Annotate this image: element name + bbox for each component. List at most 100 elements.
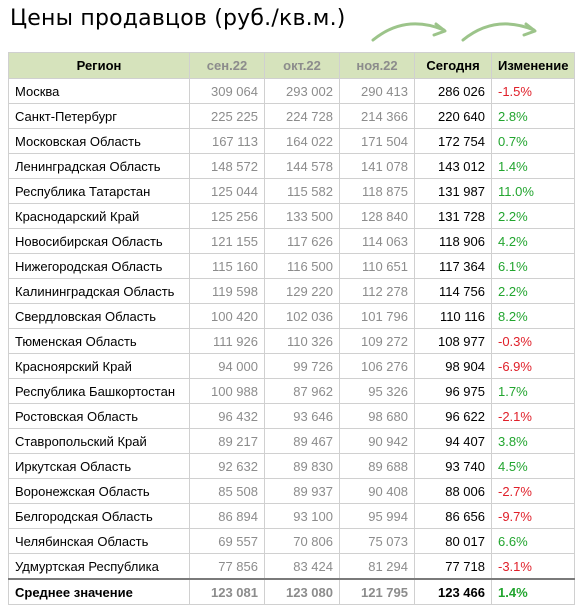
- change-cell: -2.7%: [490, 478, 576, 504]
- table-row: Воронежская Область 85 508 89 937 90 408 88 …: [8, 478, 576, 504]
- change-cell: -1.5%: [490, 78, 576, 104]
- past-price-cell: 121 795: [339, 578, 415, 605]
- past-price-cell: 114 063: [339, 228, 415, 254]
- today-price-cell: 110 116: [414, 303, 492, 329]
- past-price-cell: 290 413: [339, 78, 415, 104]
- table-row: Нижегородская Область 115 160 116 500 110 6…: [8, 253, 576, 279]
- change-cell: -3.1%: [490, 553, 576, 580]
- region-cell: Москва: [8, 78, 190, 104]
- past-price-cell: 96 432: [189, 403, 265, 429]
- past-price-cell: 75 073: [339, 528, 415, 554]
- past-price-cell: 293 002: [264, 78, 340, 104]
- arrow-decorations: [371, 22, 537, 42]
- table-row: Калининградская Область 119 598 129 220 112…: [8, 278, 576, 304]
- past-price-cell: 121 155: [189, 228, 265, 254]
- region-cell: Калининградская Область: [8, 278, 190, 304]
- change-cell: 6.1%: [490, 253, 576, 279]
- today-price-cell: 80 017: [414, 528, 492, 554]
- region-cell: Воронежская Область: [8, 478, 190, 504]
- change-cell: 2.2%: [490, 278, 576, 304]
- change-cell: 4.2%: [490, 228, 576, 254]
- table-row: Республика Башкортостан 100 988 87 962 95 3…: [8, 378, 576, 404]
- past-price-cell: 85 508: [189, 478, 265, 504]
- table-row: Москва 309 064 293 002 290 413 286 026 -1.5%: [8, 78, 576, 104]
- arrow-to-today-icon: [371, 22, 446, 42]
- past-price-cell: 125 044: [189, 178, 265, 204]
- past-price-cell: 133 500: [264, 203, 340, 229]
- today-price-cell: 220 640: [414, 103, 492, 129]
- region-cell: Санкт-Петербург: [8, 103, 190, 129]
- past-price-cell: 106 276: [339, 353, 415, 379]
- past-price-cell: 225 225: [189, 103, 265, 129]
- change-cell: 1.7%: [490, 378, 576, 404]
- past-price-cell: 89 937: [264, 478, 340, 504]
- change-cell: 1.4%: [490, 153, 576, 179]
- past-price-cell: 148 572: [189, 153, 265, 179]
- past-price-cell: 110 651: [339, 253, 415, 279]
- region-cell: Челябинская Область: [8, 528, 190, 554]
- change-cell: 11.0%: [490, 178, 576, 204]
- change-cell: 2.8%: [490, 103, 576, 129]
- past-price-cell: 90 942: [339, 428, 415, 454]
- past-price-cell: 129 220: [264, 278, 340, 304]
- region-cell: Ставропольский Край: [8, 428, 190, 454]
- region-cell: Иркутская Область: [8, 453, 190, 479]
- region-cell: Республика Татарстан: [8, 178, 190, 204]
- region-cell: Тюменская Область: [8, 328, 190, 354]
- past-price-cell: 214 366: [339, 103, 415, 129]
- column-header-oct: окт.22: [264, 52, 340, 79]
- change-cell: -9.7%: [490, 503, 576, 529]
- table-row: Челябинская Область 69 557 70 806 75 073 80 …: [8, 528, 576, 554]
- past-price-cell: 93 646: [264, 403, 340, 429]
- past-price-cell: 89 467: [264, 428, 340, 454]
- change-cell: 3.8%: [490, 428, 576, 454]
- today-price-cell: 131 728: [414, 203, 492, 229]
- today-price-cell: 98 904: [414, 353, 492, 379]
- today-price-cell: 118 906: [414, 228, 492, 254]
- past-price-cell: 89 688: [339, 453, 415, 479]
- table-row: Московская Область 167 113 164 022 171 504 1…: [8, 128, 576, 154]
- table-row: Республика Татарстан 125 044 115 582 118 87…: [8, 178, 576, 204]
- today-price-cell: 88 006: [414, 478, 492, 504]
- past-price-cell: 141 078: [339, 153, 415, 179]
- past-price-cell: 81 294: [339, 553, 415, 580]
- table-row: Краснодарский Край 125 256 133 500 128 840 1…: [8, 203, 576, 229]
- region-cell: Республика Башкортостан: [8, 378, 190, 404]
- column-header-today: Сегодня: [414, 52, 492, 79]
- past-price-cell: 87 962: [264, 378, 340, 404]
- page-title: Цены продавцов (руб./кв.м.): [10, 6, 346, 31]
- past-price-cell: 123 080: [264, 578, 340, 605]
- today-price-cell: 108 977: [414, 328, 492, 354]
- table-row: Белгородская Область 86 894 93 100 95 994 86…: [8, 503, 576, 529]
- past-price-cell: 95 994: [339, 503, 415, 529]
- region-cell: Среднее значение: [8, 578, 190, 605]
- past-price-cell: 94 000: [189, 353, 265, 379]
- table-row: Санкт-Петербург 225 225 224 728 214 366 220 …: [8, 103, 576, 129]
- past-price-cell: 89 217: [189, 428, 265, 454]
- table-header-row: Регион сен.22 окт.22 ноя.22 Сегодня Изменение: [8, 52, 576, 79]
- past-price-cell: 69 557: [189, 528, 265, 554]
- change-cell: 4.5%: [490, 453, 576, 479]
- past-price-cell: 224 728: [264, 103, 340, 129]
- past-price-cell: 119 598: [189, 278, 265, 304]
- column-header-region: Регион: [8, 52, 190, 79]
- change-cell: 8.2%: [490, 303, 576, 329]
- region-cell: Московская Область: [8, 128, 190, 154]
- arrow-to-change-head-icon: [522, 22, 537, 37]
- prices-table: Регион сен.22 окт.22 ноя.22 Сегодня Изменение…: [8, 52, 576, 605]
- past-price-cell: 118 875: [339, 178, 415, 204]
- past-price-cell: 144 578: [264, 153, 340, 179]
- region-cell: Ленинградская Область: [8, 153, 190, 179]
- region-cell: Ростовская Область: [8, 403, 190, 429]
- past-price-cell: 89 830: [264, 453, 340, 479]
- table-row: Ставропольский Край 89 217 89 467 90 942 94 …: [8, 428, 576, 454]
- change-cell: -0.3%: [490, 328, 576, 354]
- today-price-cell: 96 622: [414, 403, 492, 429]
- change-cell: 2.2%: [490, 203, 576, 229]
- table-row: Тюменская Область 111 926 110 326 109 272 10…: [8, 328, 576, 354]
- past-price-cell: 90 408: [339, 478, 415, 504]
- summary-row: Среднее значение 123 081 123 080 121 795 123…: [8, 578, 576, 605]
- today-price-cell: 86 656: [414, 503, 492, 529]
- today-price-cell: 114 756: [414, 278, 492, 304]
- past-price-cell: 102 036: [264, 303, 340, 329]
